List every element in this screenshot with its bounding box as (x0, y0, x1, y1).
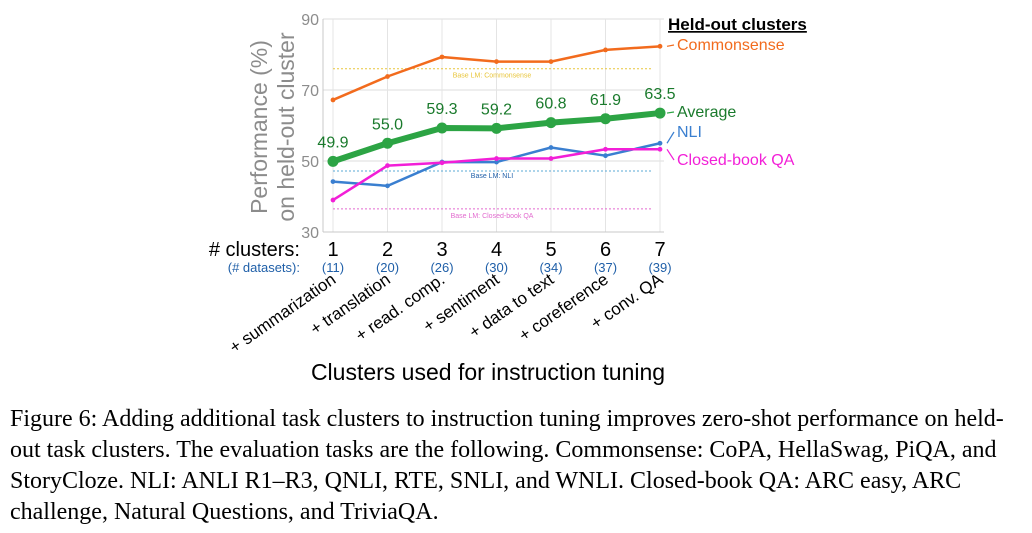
x-tick-label: 1 (327, 239, 338, 261)
data-point (439, 160, 445, 166)
x-tick-label: 3 (436, 239, 447, 261)
data-point (439, 54, 445, 60)
data-point (657, 146, 663, 152)
baseline-label: Base LM: NLI (471, 173, 513, 180)
dataset-count-label: (11) (322, 260, 344, 275)
data-point (657, 43, 663, 49)
data-point (327, 155, 339, 167)
y-tick-label: 90 (301, 12, 319, 29)
datasets-axis-title: (# datasets): (228, 260, 300, 275)
y-tick-label: 50 (301, 154, 319, 171)
x-axis-label: Clusters used for instruction tuning (311, 359, 665, 385)
data-label: 59.3 (426, 101, 457, 118)
data-point (491, 122, 502, 134)
data-point (654, 107, 666, 119)
series-leader (666, 148, 675, 161)
dataset-count-label: (37) (594, 260, 617, 275)
series-leader (666, 111, 675, 114)
series-name-label: Closed-book QA (677, 152, 795, 169)
data-point (385, 183, 390, 189)
series-leader (666, 131, 675, 144)
x-tick-label: 6 (600, 239, 611, 261)
dataset-count-label: (39) (648, 260, 671, 275)
data-point (548, 59, 554, 64)
data-point (548, 145, 554, 150)
x-axis-title: # clusters: (209, 239, 300, 261)
baseline-label: Base LM: Commonsense (453, 73, 532, 80)
data-point (385, 163, 390, 169)
legend-title: Held-out clusters (668, 15, 807, 34)
x-tick-label: 2 (382, 239, 393, 261)
data-label: 59.2 (481, 101, 512, 118)
y-axis-label-line2: on held-out cluster (273, 32, 299, 222)
series-name-label: Commonsense (677, 37, 785, 54)
x-tick-label: 5 (545, 239, 556, 261)
y-tick-label: 30 (301, 225, 319, 242)
dataset-count-label: (34) (539, 260, 562, 275)
data-point (600, 113, 611, 125)
series-name-label: NLI (677, 124, 702, 141)
y-tick-label: 70 (301, 83, 319, 100)
baseline-label: Base LM: Closed-book QA (451, 213, 534, 220)
data-point (330, 179, 336, 184)
series-name-label: Average (677, 104, 736, 121)
data-point (657, 140, 663, 146)
dataset-count-label: (26) (430, 260, 453, 275)
data-label: 49.9 (317, 134, 348, 151)
data-point (330, 97, 336, 103)
data-label: 55.0 (372, 116, 403, 133)
data-point (436, 122, 448, 134)
data-point (382, 137, 393, 149)
data-point (385, 74, 390, 79)
series-leader (666, 44, 675, 47)
figure-caption: Figure 6: Adding additional task cluster… (10, 406, 1004, 525)
x-tick-label: 4 (491, 239, 502, 261)
x-tick-label: 7 (654, 239, 665, 261)
data-point (494, 156, 499, 161)
data-point (494, 59, 499, 64)
y-axis-label-line1: Performance (%) (246, 40, 272, 214)
data-label: 63.5 (644, 86, 675, 103)
data-label: 60.8 (535, 96, 566, 113)
data-point (603, 47, 608, 53)
dataset-count-label: (30) (485, 260, 508, 275)
data-label: 61.9 (590, 92, 621, 109)
data-point (545, 117, 557, 129)
data-point (548, 156, 554, 161)
data-point (603, 153, 608, 159)
data-point (494, 159, 499, 165)
dataset-count-label: (20) (376, 260, 399, 275)
data-point (603, 146, 608, 152)
data-point (330, 197, 336, 203)
line-chart: 30 50 70 90 Base LM: Commonsense Base LM: NL… (209, 12, 807, 385)
